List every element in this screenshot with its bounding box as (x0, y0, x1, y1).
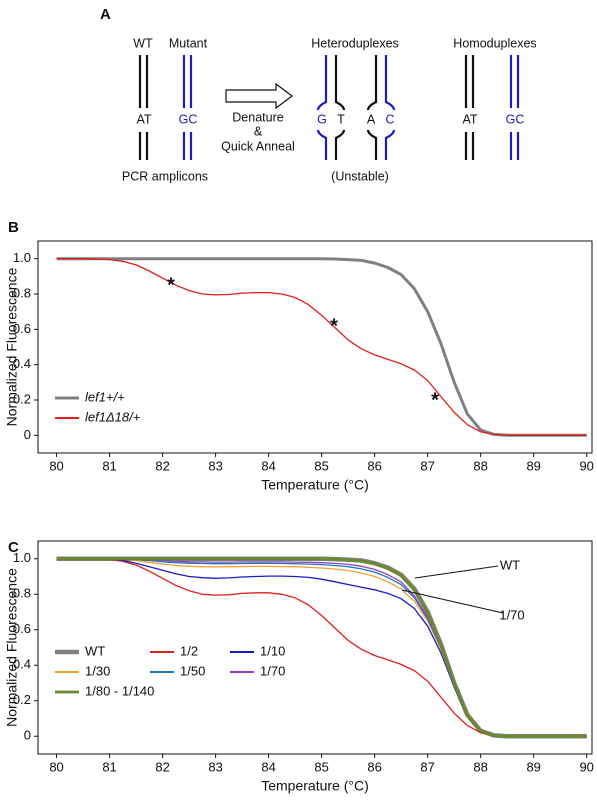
annotation: * (431, 389, 439, 411)
legend-label: 1/2 (180, 643, 198, 658)
y-tick-label: 0.2 (13, 692, 31, 707)
x-tick-label: 82 (155, 759, 169, 774)
y-tick-label: 0.6 (13, 321, 31, 336)
x-axis-label: Temperature (°C) (261, 477, 369, 493)
strand (334, 55, 346, 160)
y-tick-label: 0.8 (13, 285, 31, 300)
legend-label: WT (85, 643, 105, 658)
diagram-label: WT (133, 36, 153, 50)
curve (56, 557, 587, 738)
curve (56, 558, 587, 737)
base: T (337, 112, 345, 126)
base-pair: GC (506, 112, 525, 126)
y-tick-label: 1.0 (13, 250, 31, 265)
annotation: * (167, 274, 175, 296)
x-tick-label: 88 (473, 458, 487, 473)
legend-label: 1/50 (180, 663, 205, 678)
x-tick-label: 81 (102, 458, 116, 473)
legend-label: 1/30 (85, 663, 110, 678)
arrow (225, 82, 293, 110)
curve (56, 558, 587, 737)
x-axis-label: Temperature (°C) (261, 778, 369, 794)
strand (138, 55, 149, 160)
x-tick-label: 86 (367, 759, 381, 774)
x-tick-label: 90 (579, 759, 593, 774)
base-pair: AT (136, 112, 151, 126)
base-pair: AT (462, 112, 477, 126)
curve (56, 558, 587, 737)
legend-label: 1/70 (260, 663, 285, 678)
plot-frame (37, 540, 593, 755)
diagram-label: Denature (232, 110, 283, 124)
x-tick-label: 84 (261, 458, 275, 473)
legend-label: lef1+/+ (85, 389, 125, 404)
annotation: WT (500, 557, 520, 572)
x-tick-label: 89 (526, 458, 540, 473)
diagram-label: & (254, 124, 263, 138)
x-tick-label: 80 (49, 759, 63, 774)
diagram-label: Mutant (169, 36, 208, 50)
x-tick-label: 85 (314, 458, 328, 473)
y-tick-label: 0.2 (13, 391, 31, 406)
legend-label: 1/10 (260, 643, 285, 658)
y-tick-label: 1.0 (13, 550, 31, 565)
diagram-label: (Unstable) (331, 169, 389, 183)
y-tick-label: 0.4 (13, 356, 31, 371)
y-tick-label: 0 (24, 427, 31, 442)
y-tick-label: 0.6 (13, 621, 31, 636)
panel-label: A (100, 6, 111, 23)
panel-label: C (8, 539, 19, 556)
y-tick-label: 0.8 (13, 586, 31, 601)
base: C (385, 112, 394, 126)
curve (56, 558, 587, 737)
plot-frame (37, 240, 593, 454)
strand (366, 55, 378, 160)
legend-label: lef1Δ18/+ (85, 409, 141, 424)
x-tick-label: 85 (314, 759, 328, 774)
x-tick-label: 86 (367, 458, 381, 473)
curve (56, 558, 587, 737)
x-tick-label: 87 (420, 458, 434, 473)
x-tick-label: 81 (102, 759, 116, 774)
x-tick-label: 82 (155, 458, 169, 473)
strand (182, 55, 193, 160)
x-tick-label: 87 (420, 759, 434, 774)
curve (56, 556, 587, 739)
x-tick-label: 88 (473, 759, 487, 774)
annotation: * (330, 315, 338, 337)
x-tick-label: 84 (261, 759, 275, 774)
leader-line (401, 589, 504, 614)
leader-line (414, 565, 499, 579)
x-tick-label: 83 (208, 458, 222, 473)
legend-label: 1/80 - 1/140 (85, 683, 154, 698)
diagram-label: Homoduplexes (453, 36, 536, 50)
x-tick-label: 89 (526, 759, 540, 774)
y-tick-label: 0 (24, 728, 31, 743)
annotation: 1/70 (499, 607, 524, 622)
diagram-label: PCR amplicons (122, 169, 208, 183)
curve (56, 258, 587, 436)
diagram-label: Quick Anneal (221, 139, 295, 153)
strand (384, 55, 396, 160)
y-tick-label: 0.4 (13, 657, 31, 672)
base: A (367, 112, 376, 126)
strand (509, 55, 520, 160)
base: G (317, 112, 327, 126)
diagram-label: Heteroduplexes (311, 36, 399, 50)
diagram: WT Mutant AT GC PCR amplicons Denature &… (122, 36, 537, 183)
strand (464, 55, 475, 160)
x-tick-label: 83 (208, 759, 222, 774)
x-tick-label: 80 (49, 458, 63, 473)
strand (316, 55, 328, 160)
x-tick-label: 90 (579, 458, 593, 473)
base-pair: GC (179, 112, 198, 126)
y-axis-label: Normalized Fluorescence (4, 267, 20, 426)
panel-label: B (8, 219, 19, 236)
y-axis-label: Normalized Fluorescence (4, 568, 20, 727)
